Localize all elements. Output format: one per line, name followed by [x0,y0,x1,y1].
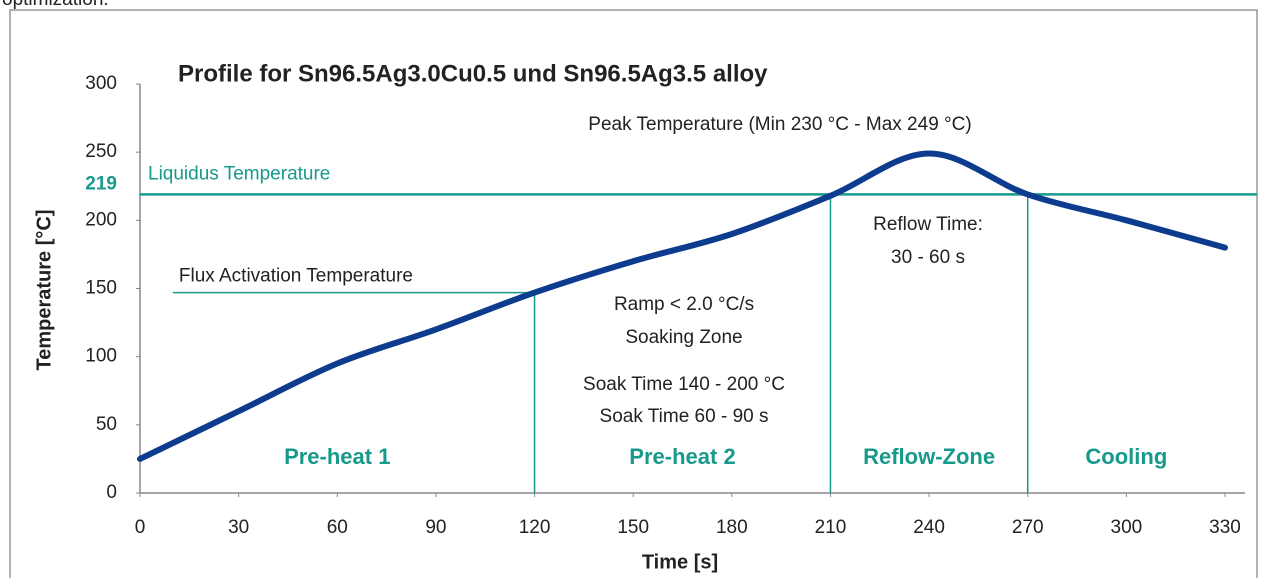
reflow-annotation: 30 - 60 s [891,247,965,268]
liquidus-label: Liquidus Temperature [148,163,330,184]
x-tick-label: 240 [913,517,945,538]
y-tick-label: 250 [85,141,117,162]
x-axis-label: Time [s] [642,551,718,573]
y-axis-label: Temperature [°C] [33,210,55,371]
profile-line [137,150,1228,462]
peak-annotation: Peak Temperature (Min 230 °C - Max 249 °… [588,114,971,135]
x-tick-label: 120 [519,517,551,538]
x-tick-label: 180 [716,517,748,538]
x-tick-label: 300 [1111,517,1143,538]
y-tick-label: 300 [85,73,117,94]
soak-annotation: Soaking Zone [625,327,742,348]
y-tick-label: 150 [85,278,117,299]
y-tick-label: 200 [85,209,117,230]
x-tick-label: 270 [1012,517,1044,538]
x-tick-label: 60 [327,517,348,538]
flux-label: Flux Activation Temperature [179,266,413,287]
liquidus-value: 219 [85,173,117,194]
zone-label: Pre-heat 2 [629,444,735,469]
x-tick-label: 90 [425,517,446,538]
header-text: optimization. [2,0,109,10]
soak-annotation: Soak Time 140 - 200 °C [583,374,785,395]
x-tick-label: 330 [1209,517,1241,538]
soak-annotation: Soak Time 60 - 90 s [600,406,769,427]
reflow-annotation: Reflow Time: [873,214,983,235]
zone-label: Cooling [1085,444,1167,469]
x-tick-label: 210 [815,517,847,538]
x-tick-label: 0 [135,517,146,538]
y-tick-label: 100 [85,346,117,367]
chart-title: Profile for Sn96.5Ag3.0Cu0.5 und Sn96.5A… [178,60,768,87]
y-tick-label: 50 [96,414,117,435]
x-tick-label: 30 [228,517,249,538]
x-tick-label: 150 [617,517,649,538]
soak-annotation: Ramp < 2.0 °C/s [614,294,754,315]
frame [9,9,1258,578]
zone-label: Reflow-Zone [863,444,995,469]
y-tick-label: 0 [106,482,117,503]
zone-label: Pre-heat 1 [284,444,390,469]
